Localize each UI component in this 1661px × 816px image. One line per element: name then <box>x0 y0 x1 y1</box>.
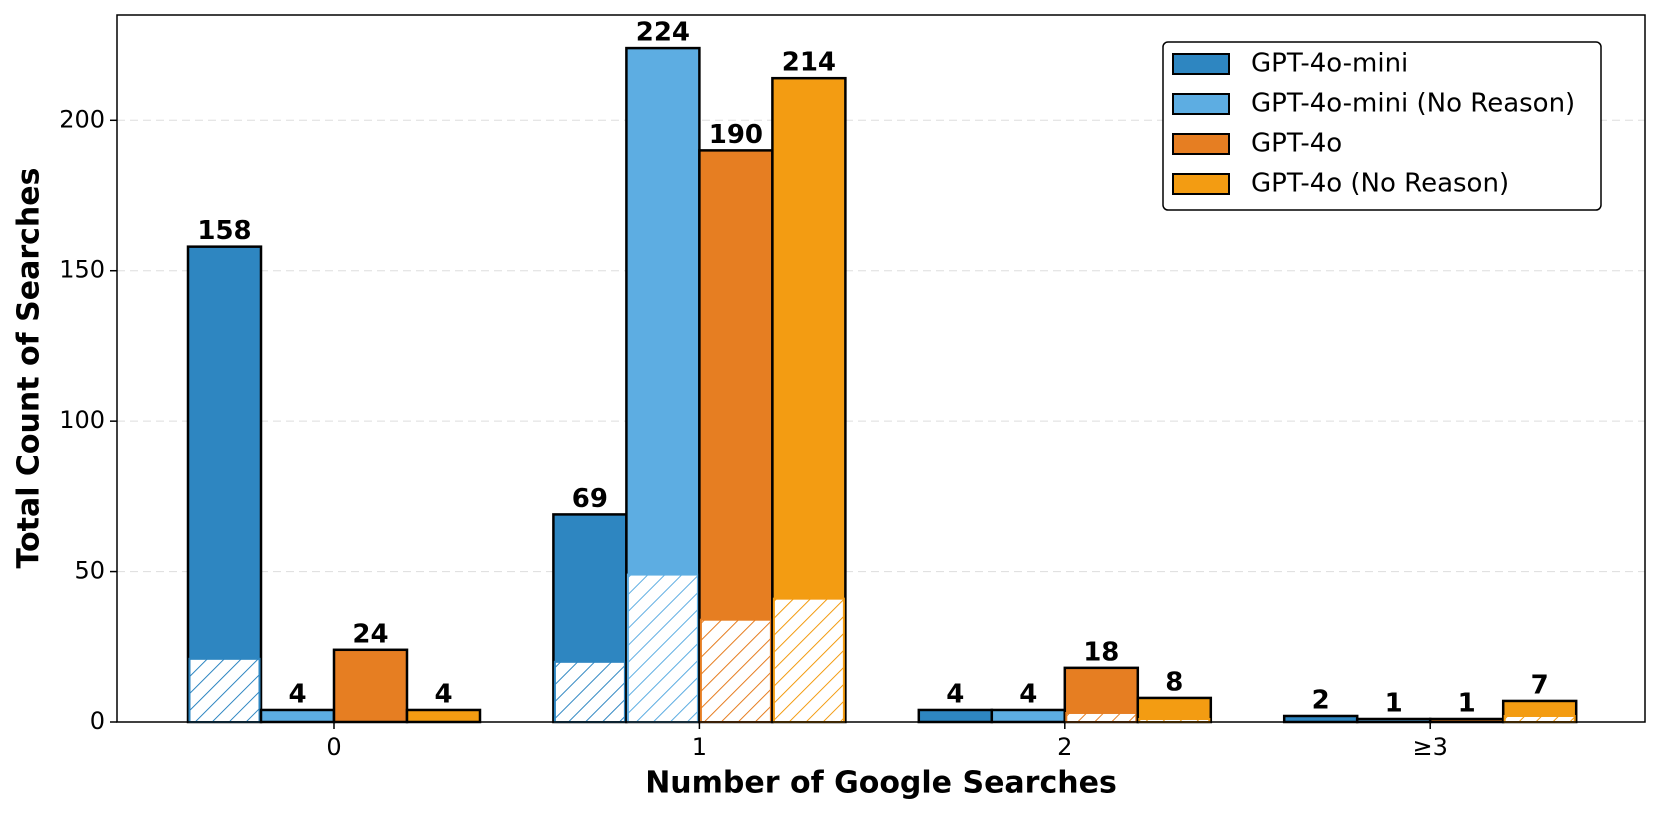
y-tick-label: 200 <box>59 105 105 133</box>
y-tick-label: 50 <box>74 557 105 585</box>
legend-swatch <box>1172 53 1230 75</box>
legend-label: GPT-4o (No Reason) <box>1251 169 1509 199</box>
value-label: 190 <box>709 120 763 150</box>
legend-label: GPT-4o <box>1251 129 1342 159</box>
bar <box>1136 696 1213 724</box>
value-label: 4 <box>288 679 306 709</box>
value-label: 18 <box>1083 637 1119 667</box>
y-axis-label: Total Count of Searches <box>12 168 47 569</box>
value-label: 8 <box>1165 667 1183 697</box>
legend-swatch <box>1172 93 1230 115</box>
hatched-bar <box>626 573 699 724</box>
hatched-bar <box>553 660 626 723</box>
value-label: 214 <box>782 48 836 78</box>
value-label: 224 <box>636 18 690 48</box>
x-tick-label: 2 <box>1057 733 1072 761</box>
bar <box>1282 714 1359 724</box>
value-label: 1 <box>1385 688 1403 718</box>
value-label: 1 <box>1458 688 1476 718</box>
value-label: 2 <box>1312 685 1330 715</box>
legend-label: GPT-4o-mini (No Reason) <box>1251 89 1575 119</box>
x-tick-label: 1 <box>692 733 707 761</box>
value-label: 4 <box>1019 679 1037 709</box>
value-label: 4 <box>946 679 964 709</box>
plot-frame <box>116 14 1646 723</box>
bar <box>405 708 482 724</box>
value-label: 69 <box>572 484 608 514</box>
value-label: 4 <box>434 679 452 709</box>
y-tick-label: 100 <box>59 406 105 434</box>
value-label: 158 <box>197 216 251 246</box>
legend-label: GPT-4o-mini <box>1251 49 1408 79</box>
y-tick-label: 150 <box>59 256 105 284</box>
hatched-bar <box>188 657 261 724</box>
hatched-bar <box>1503 714 1576 723</box>
y-tick-label: 0 <box>90 707 105 735</box>
legend-swatch <box>1172 173 1230 195</box>
legend-box <box>1162 41 1602 211</box>
bar <box>259 708 336 724</box>
value-label: 24 <box>352 619 388 649</box>
bar <box>917 708 994 724</box>
bar <box>186 245 263 724</box>
hatched-bar <box>699 618 772 723</box>
x-axis-label: Number of Google Searches <box>645 766 1117 801</box>
value-label: 7 <box>1531 670 1549 700</box>
hatched-bar <box>772 597 845 723</box>
x-tick-label: ≥3 <box>1413 733 1448 761</box>
bar <box>332 648 409 724</box>
hatched-bar <box>1065 711 1138 724</box>
legend-swatch <box>1172 133 1230 155</box>
x-tick-label: 0 <box>326 733 341 761</box>
bar <box>990 708 1067 724</box>
